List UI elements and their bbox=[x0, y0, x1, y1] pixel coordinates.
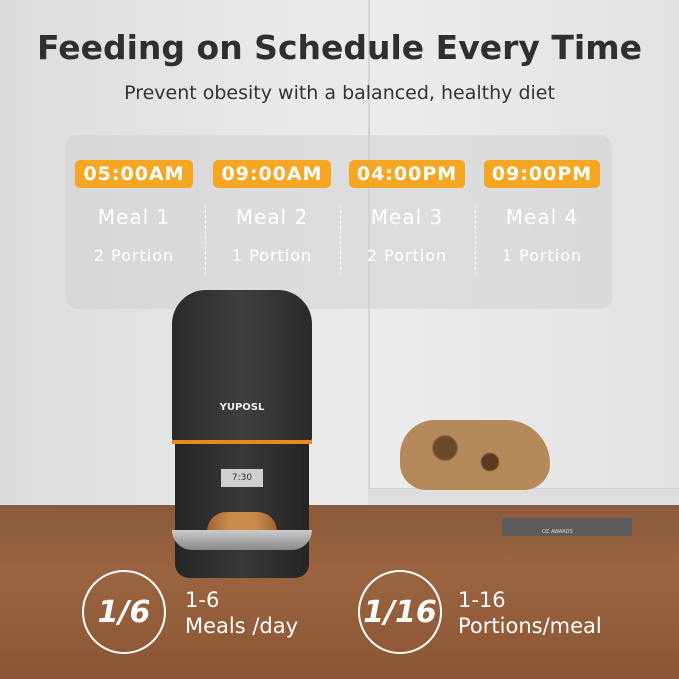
meals-range: 1-6 bbox=[185, 588, 220, 612]
portions-stat: 1-16 Portions/meal bbox=[458, 587, 602, 639]
feeder-orange-band bbox=[172, 440, 312, 444]
feeder-base: 7:30 bbox=[175, 444, 309, 578]
baseboard bbox=[368, 488, 679, 506]
page-title: Feeding on Schedule Every Time bbox=[37, 28, 642, 67]
time-badge: 09:00PM bbox=[483, 160, 601, 188]
divider bbox=[475, 205, 476, 275]
schedule-item: 04:00PM Meal 3 2 Portion bbox=[339, 160, 475, 265]
time-badge: 09:00AM bbox=[213, 160, 331, 188]
portions-fraction-icon: 1/16 bbox=[358, 570, 442, 654]
divider bbox=[205, 205, 206, 275]
schedule-item: 09:00PM Meal 4 1 Portion bbox=[474, 160, 610, 265]
lcd-display: 7:30 bbox=[221, 469, 263, 487]
feeder-hopper: YUPOSL bbox=[172, 290, 312, 442]
time-badge: 05:00AM bbox=[75, 160, 193, 188]
portion-label: 1 Portion bbox=[231, 246, 313, 265]
portions-label: Portions/meal bbox=[458, 614, 602, 638]
cat-image bbox=[400, 420, 550, 490]
schedule-item: 09:00AM Meal 2 1 Portion bbox=[204, 160, 340, 265]
meal-label: Meal 3 bbox=[370, 205, 444, 229]
meal-label: Meal 1 bbox=[97, 205, 171, 229]
books: OZ AWARDS bbox=[502, 518, 632, 536]
meals-label: Meals /day bbox=[185, 614, 299, 638]
portions-range: 1-16 bbox=[458, 588, 506, 612]
meals-fraction-icon: 1/6 bbox=[82, 570, 166, 654]
schedule-item: 05:00AM Meal 1 2 Portion bbox=[66, 160, 202, 265]
time-badge: 04:00PM bbox=[348, 160, 466, 188]
brand-logo: YUPOSL bbox=[219, 402, 265, 413]
meals-stat: 1-6 Meals /day bbox=[185, 587, 298, 639]
portion-label: 2 Portion bbox=[366, 246, 448, 265]
schedule-panel: 05:00AM Meal 1 2 Portion 09:00AM Meal 2 … bbox=[66, 135, 612, 309]
page-subtitle: Prevent obesity with a balanced, healthy… bbox=[124, 82, 555, 104]
kibble bbox=[207, 512, 277, 534]
portion-label: 2 Portion bbox=[93, 246, 175, 265]
meal-label: Meal 4 bbox=[505, 205, 579, 229]
divider bbox=[340, 205, 341, 275]
meal-label: Meal 2 bbox=[235, 205, 309, 229]
steel-bowl bbox=[172, 530, 312, 550]
portion-label: 1 Portion bbox=[501, 246, 583, 265]
